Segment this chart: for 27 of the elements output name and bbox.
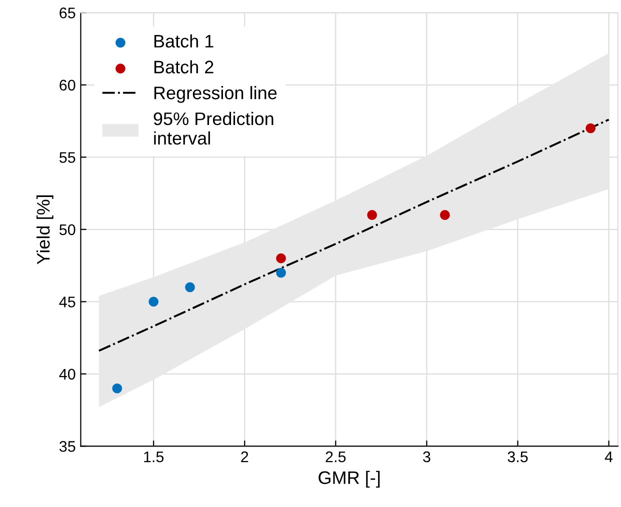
x-tick-label: 3 [423, 451, 430, 462]
x-tick-label: 4 [604, 452, 613, 462]
y-tick-label: 50 [59, 224, 76, 236]
point [586, 123, 596, 134]
legend-label: Regression line [154, 86, 277, 103]
x-tick-label: 2.5 [326, 451, 346, 462]
point [148, 296, 158, 307]
x-tick-label: 2 [241, 451, 248, 462]
point [367, 210, 377, 220]
point [276, 268, 286, 278]
x-tick-label: 3.5 [508, 451, 528, 462]
legend-label: Batch 1 [154, 34, 214, 48]
legend-label: 95% Prediction interval [154, 112, 274, 145]
y-tick-label: 65 [60, 8, 76, 18]
legend-label: Batch 2 [154, 60, 214, 74]
y-tick-label: 40 [59, 368, 76, 380]
y-axis-title: Yield [%] [36, 195, 54, 264]
y-tick-label: 35 [59, 441, 76, 452]
x-axis-title: GMR [-] [318, 470, 380, 488]
y-tick-label: 55 [59, 152, 76, 163]
point [276, 253, 286, 264]
point [112, 383, 122, 394]
point [440, 210, 450, 220]
y-tick-label: 60 [60, 80, 76, 91]
x-tick-label: 1.5 [144, 452, 164, 462]
point [185, 282, 195, 292]
y-tick-label: 45 [59, 296, 76, 308]
